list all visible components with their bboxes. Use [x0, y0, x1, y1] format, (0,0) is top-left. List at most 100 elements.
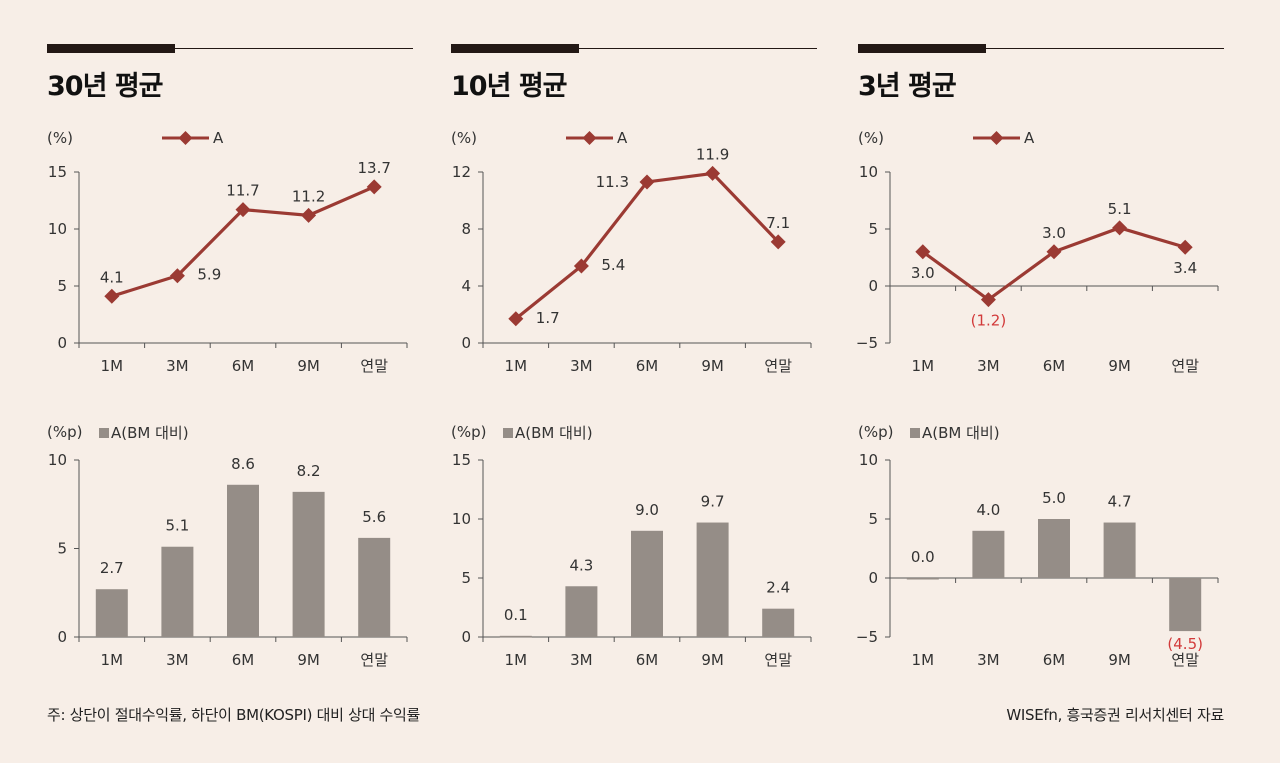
- bar: [631, 530, 663, 637]
- x-tick-label: 연말: [360, 651, 388, 669]
- y-tick-label: 0: [868, 569, 878, 587]
- x-tick-label: 9M: [1108, 651, 1131, 669]
- x-tick-label: 6M: [636, 357, 659, 375]
- data-label: 4.0: [976, 501, 1000, 519]
- data-label: 5.4: [601, 256, 625, 274]
- legend-swatch: [99, 428, 109, 438]
- x-tick-label: 3M: [977, 651, 1000, 669]
- bar: [161, 546, 194, 637]
- data-label: 5.6: [362, 508, 386, 526]
- x-tick-label: 연말: [360, 357, 388, 375]
- bar: [762, 608, 795, 637]
- data-point: [235, 202, 251, 218]
- panel-30y: 30년 평균 0 5 10 15 1M 3M 6M 9M 연말 (%) A 4.1 5.9 11.7 11.…: [47, 0, 427, 700]
- x-tick-label: 9M: [701, 357, 724, 375]
- data-point: [366, 179, 382, 195]
- legend-label: A: [213, 129, 224, 147]
- data-label: 13.7: [357, 159, 390, 177]
- panel-rule-thin: [858, 48, 1224, 49]
- panel-3y: 3년 평균 −5 0 5 10 1M 3M 6M 9M 연말 (%) A 3.0 (1.2) 3.0 5.1…: [856, 0, 1238, 700]
- x-tick-label: 3M: [570, 357, 593, 375]
- data-label: 3.0: [911, 264, 935, 282]
- y-tick-label: 10: [452, 510, 471, 528]
- panel-title: 3년 평균: [858, 71, 957, 102]
- bar: [358, 537, 391, 637]
- bar: [696, 522, 729, 637]
- data-label: 11.7: [226, 182, 259, 200]
- footnote-left: 주: 상단이 절대수익률, 하단이 BM(KOSPI) 대비 상대 수익률: [47, 706, 421, 724]
- bar: [565, 586, 598, 637]
- data-label: 11.3: [596, 173, 629, 191]
- y-tick-label: 0: [461, 628, 471, 646]
- data-label: 1.7: [536, 309, 560, 327]
- bar-chart-30y: 0 5 10 1M 3M 6M 9M 연말 (%p) A(BM 대비) 2.7 5.1 8.6 8.2 5.…: [47, 423, 408, 669]
- y-tick-label: 0: [461, 334, 471, 352]
- legend-swatch: [910, 428, 920, 438]
- y-tick-label: 8: [461, 220, 471, 238]
- x-tick-label: 3M: [570, 651, 593, 669]
- footnote-source: WISEfn, 흥국증권 리서치센터 자료: [1006, 706, 1224, 724]
- y-tick-label: 0: [57, 628, 67, 646]
- x-tick-label: 연말: [1171, 357, 1199, 375]
- data-point: [639, 174, 655, 190]
- data-label: 5.0: [1042, 489, 1066, 507]
- y-tick-label: 5: [868, 510, 878, 528]
- legend-label: A(BM 대비): [515, 424, 593, 442]
- bar: [1169, 578, 1202, 632]
- x-tick-label: 3M: [977, 357, 1000, 375]
- x-tick-label: 1M: [505, 651, 528, 669]
- x-tick-label: 9M: [1108, 357, 1131, 375]
- legend-swatch: [503, 428, 513, 438]
- data-label: 3.4: [1173, 259, 1197, 277]
- y-tick-label: 0: [57, 334, 67, 352]
- x-tick-label: 9M: [297, 651, 320, 669]
- data-label: 4.3: [569, 556, 593, 574]
- legend-marker: [178, 131, 193, 145]
- x-tick-label: 1M: [505, 357, 528, 375]
- y-tick-label: −5: [856, 628, 878, 646]
- legend-label: A(BM 대비): [922, 424, 1000, 442]
- legend-marker: [989, 131, 1004, 145]
- x-tick-label: 9M: [701, 651, 724, 669]
- x-tick-label: 1M: [912, 651, 935, 669]
- data-label: 2.4: [766, 579, 790, 597]
- line-chart-3y: −5 0 5 10 1M 3M 6M 9M 연말 (%) A 3.0 (1.2) 3.0 5.1 3.4: [856, 129, 1219, 375]
- y-tick-label: 15: [48, 163, 67, 181]
- data-point: [1177, 239, 1193, 255]
- bar: [499, 635, 532, 638]
- data-point: [1046, 244, 1062, 260]
- y-tick-label: −5: [856, 334, 878, 352]
- panel-10y: 10년 평균 0 4 8 12 1M 3M 6M 9M 연말 (%) A 1.7 5.4 11.3 11.9…: [451, 0, 831, 700]
- data-point: [980, 292, 996, 308]
- data-label: (1.2): [971, 312, 1007, 330]
- data-label: 8.2: [297, 462, 321, 480]
- y-tick-label: 10: [859, 451, 878, 469]
- y-unit-label: (%): [858, 129, 884, 147]
- data-point: [770, 234, 786, 250]
- y-tick-label: 5: [461, 569, 471, 587]
- data-label: 9.0: [635, 501, 659, 519]
- y-tick-label: 0: [868, 277, 878, 295]
- data-label: 4.7: [1108, 493, 1132, 511]
- y-tick-label: 15: [452, 451, 471, 469]
- legend-label: A: [617, 129, 628, 147]
- x-tick-label: 1M: [101, 651, 124, 669]
- data-point: [104, 288, 120, 304]
- data-label: 9.7: [701, 493, 725, 511]
- y-tick-label: 10: [859, 163, 878, 181]
- data-point: [169, 268, 185, 284]
- bar: [227, 484, 259, 637]
- data-label: 2.7: [100, 559, 124, 577]
- bar-chart-10y: 0 5 10 15 1M 3M 6M 9M 연말 (%p) A(BM 대비) 0.1 4.3 9.0 9.7…: [451, 423, 812, 669]
- data-point: [1112, 220, 1128, 236]
- y-unit-label: (%p): [451, 423, 486, 441]
- x-tick-label: 6M: [1043, 357, 1066, 375]
- x-tick-label: 6M: [232, 357, 255, 375]
- data-point: [915, 244, 931, 260]
- data-label: (4.5): [1167, 635, 1203, 653]
- x-tick-label: 3M: [166, 651, 189, 669]
- bar: [906, 578, 939, 580]
- y-tick-label: 12: [452, 163, 471, 181]
- bar: [972, 530, 1005, 578]
- y-tick-label: 5: [57, 277, 67, 295]
